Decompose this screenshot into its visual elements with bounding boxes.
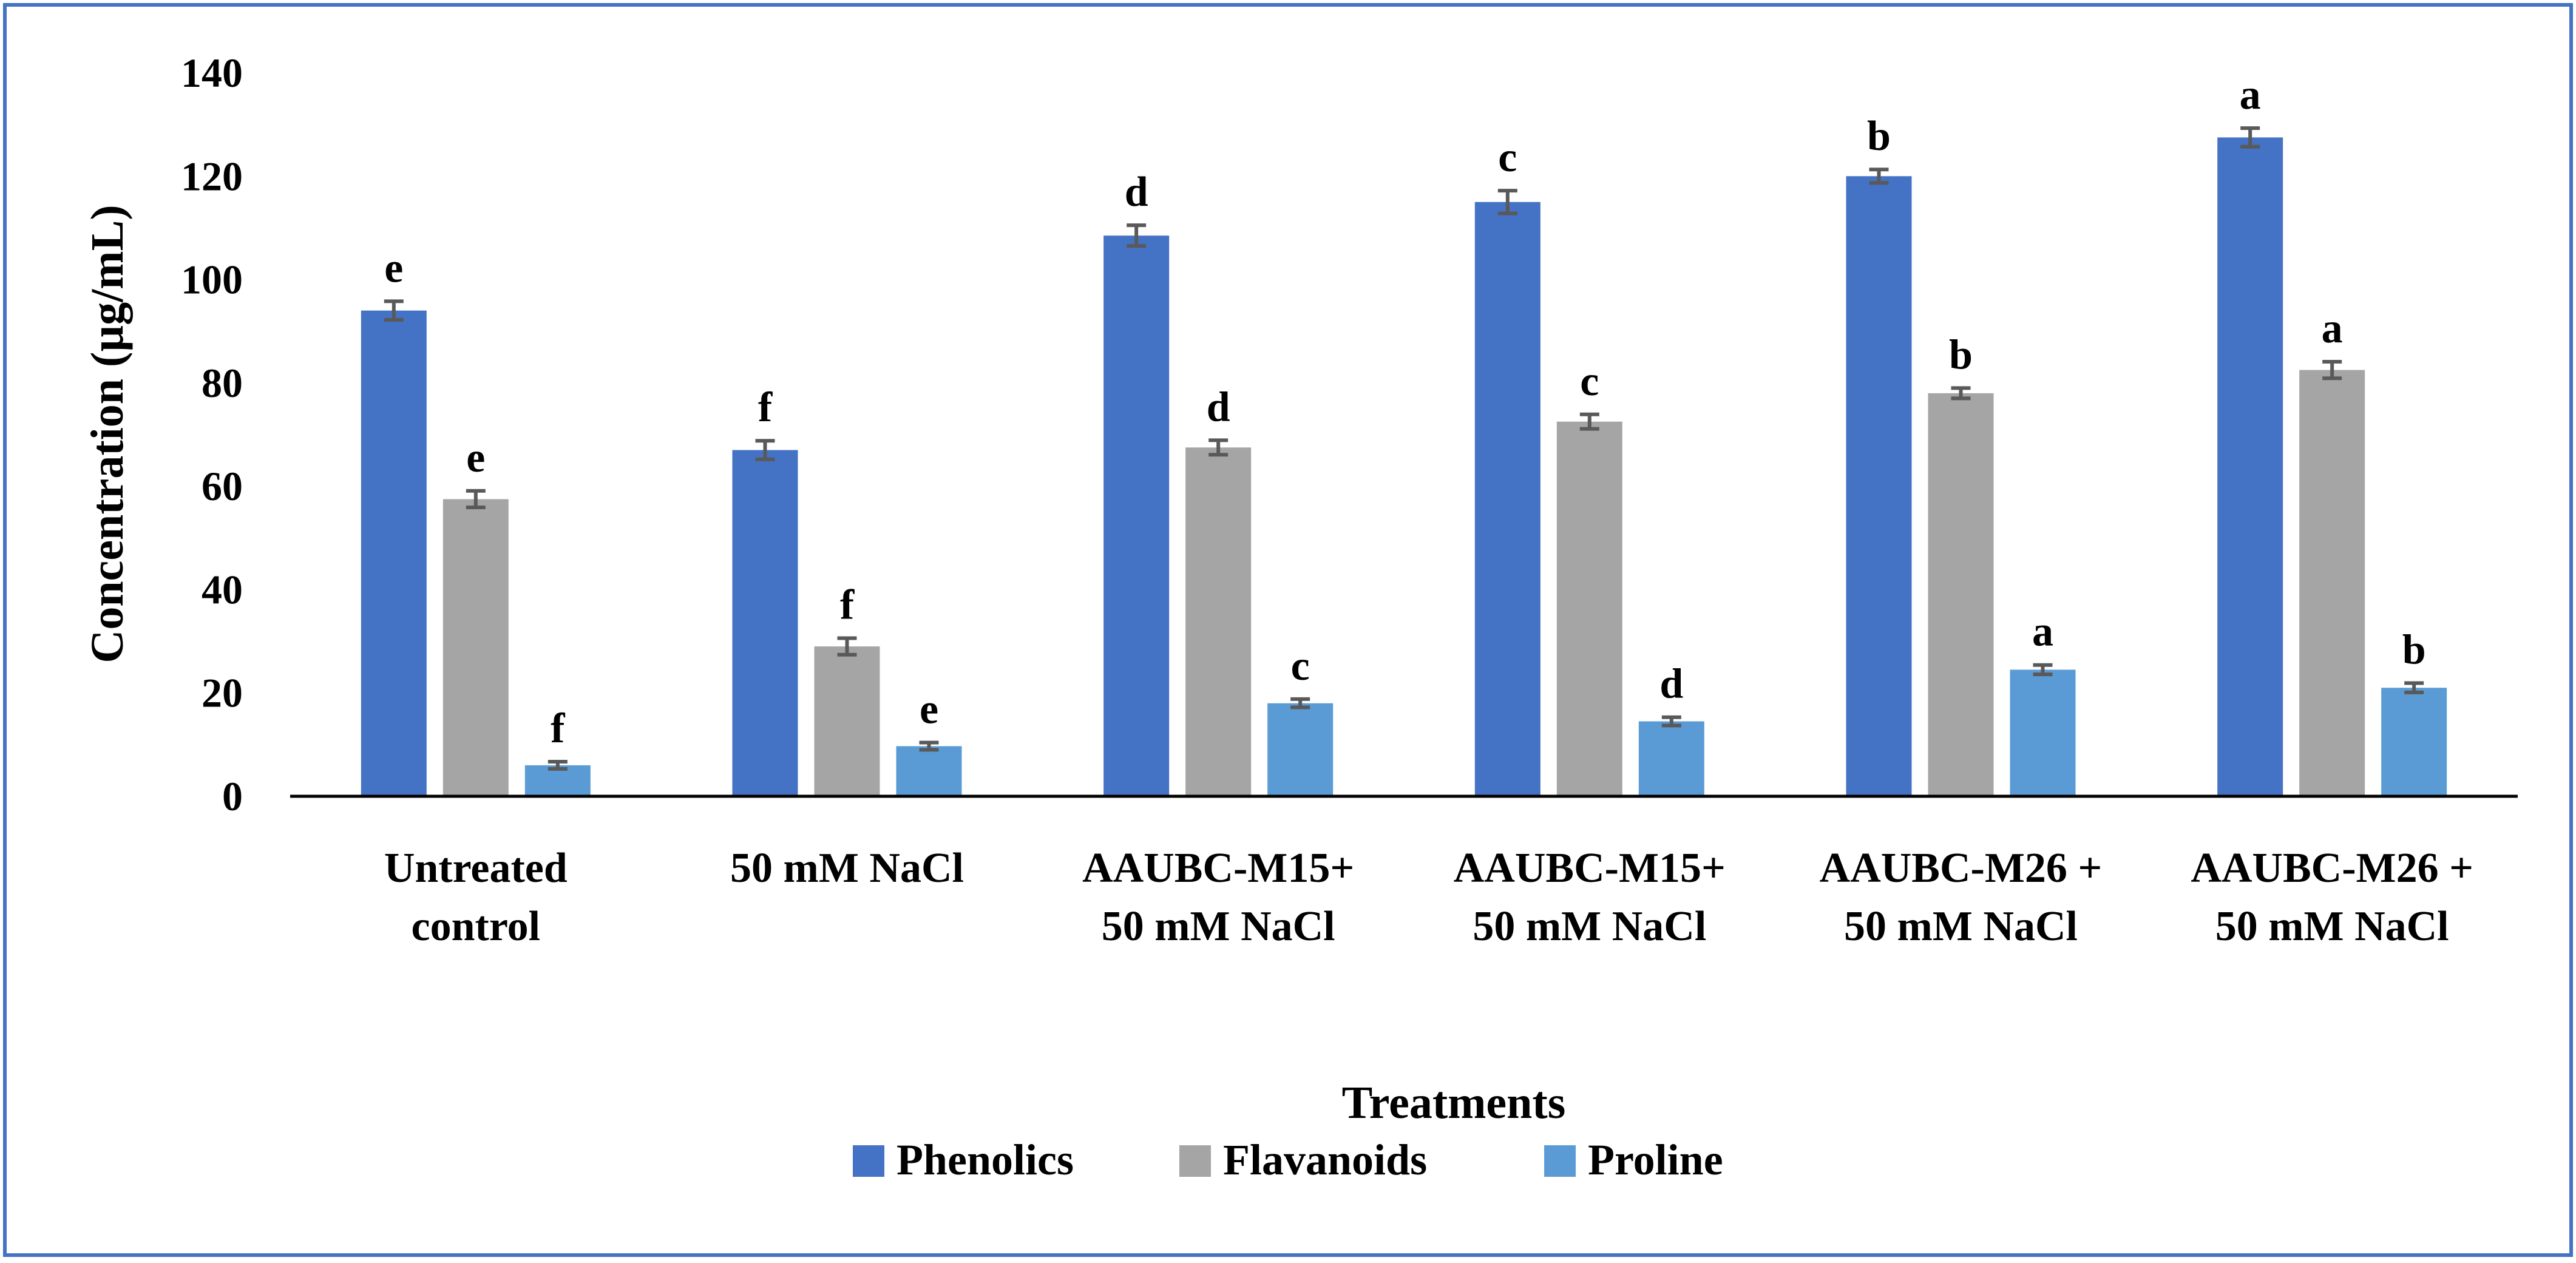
significance-letter: c bbox=[1291, 643, 1310, 689]
significance-letter: a bbox=[2032, 609, 2053, 655]
bar-flavanoids bbox=[1928, 393, 1994, 796]
y-tick-label: 0 bbox=[222, 773, 243, 819]
x-category-label: Untreated control bbox=[384, 845, 568, 950]
bar-phenolics bbox=[2217, 137, 2283, 796]
chart-border bbox=[3, 3, 2573, 1257]
x-category-label: AAUBC-M15+ 50 mM NaCl bbox=[1454, 845, 1726, 950]
significance-letter: b bbox=[2402, 627, 2426, 674]
legend-label-proline: Proline bbox=[1588, 1136, 1723, 1184]
bar-proline bbox=[2010, 669, 2076, 796]
legend: Phenolics Flavanoids Proline bbox=[853, 1136, 1723, 1184]
y-tick-label: 100 bbox=[181, 257, 243, 303]
y-tick-label: 60 bbox=[202, 463, 243, 509]
bar-flavanoids bbox=[442, 499, 509, 796]
y-tick-label: 120 bbox=[181, 153, 243, 199]
bar-phenolics bbox=[1474, 201, 1541, 796]
bar-phenolics bbox=[1103, 235, 1170, 796]
bar-proline bbox=[2381, 688, 2447, 796]
significance-letter: e bbox=[920, 686, 938, 733]
significance-letter: a bbox=[2240, 72, 2261, 118]
significance-letter: f bbox=[758, 384, 773, 431]
x-category-label: 50 mM NaCl bbox=[730, 845, 964, 892]
bar-phenolics bbox=[361, 310, 427, 797]
bar-flavanoids bbox=[1556, 421, 1622, 796]
y-tick-label: 20 bbox=[202, 670, 243, 716]
bar-flavanoids bbox=[1185, 447, 1252, 796]
significance-letter: c bbox=[1580, 358, 1599, 405]
y-tick-label: 40 bbox=[202, 566, 243, 612]
significance-letter: c bbox=[1498, 134, 1517, 181]
bar-phenolics bbox=[1846, 176, 1912, 796]
significance-letter: f bbox=[551, 705, 565, 752]
bar-proline bbox=[1267, 703, 1334, 796]
bar-proline bbox=[1638, 721, 1704, 796]
significance-letter: b bbox=[1867, 113, 1891, 160]
bar-flavanoids bbox=[2299, 370, 2365, 796]
significance-letter: d bbox=[1125, 169, 1148, 215]
significance-letter: e bbox=[384, 245, 403, 291]
x-category-label: AAUBC-M26 +50 mM NaCl bbox=[2191, 845, 2473, 950]
x-category-label: AAUBC-M15+ 50 mM NaCl bbox=[1082, 845, 1354, 950]
x-axis-title: Treatments bbox=[1342, 1077, 1566, 1128]
legend-label-flavanoids: Flavanoids bbox=[1223, 1136, 1427, 1184]
significance-letter: d bbox=[1659, 661, 1683, 708]
significance-letter: f bbox=[840, 581, 855, 628]
x-category-label: AAUBC-M26 +50 mM NaCl bbox=[1820, 845, 2103, 950]
y-tick-label: 140 bbox=[181, 50, 243, 96]
legend-swatch-proline bbox=[1544, 1145, 1576, 1177]
significance-letter: b bbox=[1949, 331, 1973, 378]
legend-label-phenolics: Phenolics bbox=[897, 1136, 1074, 1184]
significance-letter: a bbox=[2322, 305, 2343, 352]
bar-phenolics bbox=[732, 450, 798, 796]
bar-flavanoids bbox=[814, 646, 880, 796]
y-axis-title: Concentration (µg/mL) bbox=[82, 205, 133, 663]
y-tick-label: 80 bbox=[202, 360, 243, 406]
significance-letter: e bbox=[466, 435, 485, 481]
bar-proline bbox=[896, 746, 962, 796]
significance-letter: d bbox=[1207, 384, 1230, 430]
legend-swatch-flavanoids bbox=[1179, 1145, 1211, 1177]
legend-swatch-phenolics bbox=[853, 1145, 884, 1177]
